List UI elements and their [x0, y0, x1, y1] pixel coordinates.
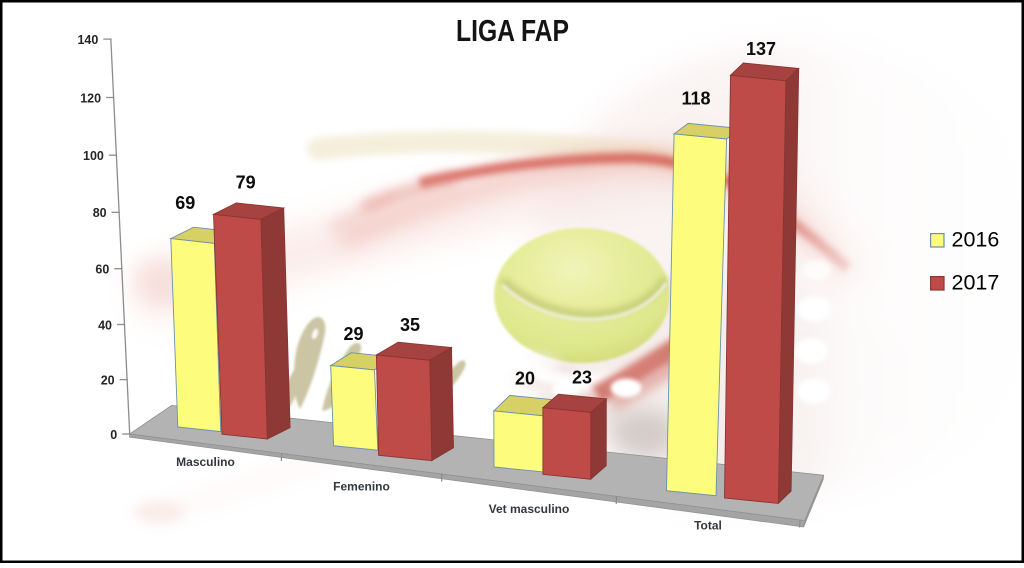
svg-text:100: 100 [83, 149, 104, 163]
svg-text:23: 23 [572, 368, 592, 388]
svg-text:35: 35 [400, 315, 420, 335]
svg-text:Femenino: Femenino [333, 480, 390, 494]
svg-text:LIGA FAP: LIGA FAP [456, 14, 569, 48]
svg-text:118: 118 [681, 89, 710, 109]
svg-text:Vet masculino: Vet masculino [489, 502, 570, 516]
svg-text:80: 80 [93, 206, 107, 220]
svg-text:2016: 2016 [952, 228, 1000, 252]
svg-text:60: 60 [95, 263, 109, 277]
svg-text:79: 79 [236, 173, 256, 193]
svg-text:Masculino: Masculino [176, 455, 235, 469]
svg-text:40: 40 [98, 318, 112, 332]
svg-text:29: 29 [343, 324, 363, 344]
svg-text:69: 69 [175, 193, 195, 213]
svg-text:140: 140 [77, 33, 98, 47]
svg-text:0: 0 [110, 428, 117, 442]
svg-text:20: 20 [101, 373, 115, 387]
svg-text:2017: 2017 [952, 271, 1000, 295]
svg-text:137: 137 [746, 39, 776, 59]
svg-text:Total: Total [694, 519, 722, 533]
svg-text:20: 20 [515, 369, 535, 389]
svg-text:120: 120 [80, 91, 101, 105]
